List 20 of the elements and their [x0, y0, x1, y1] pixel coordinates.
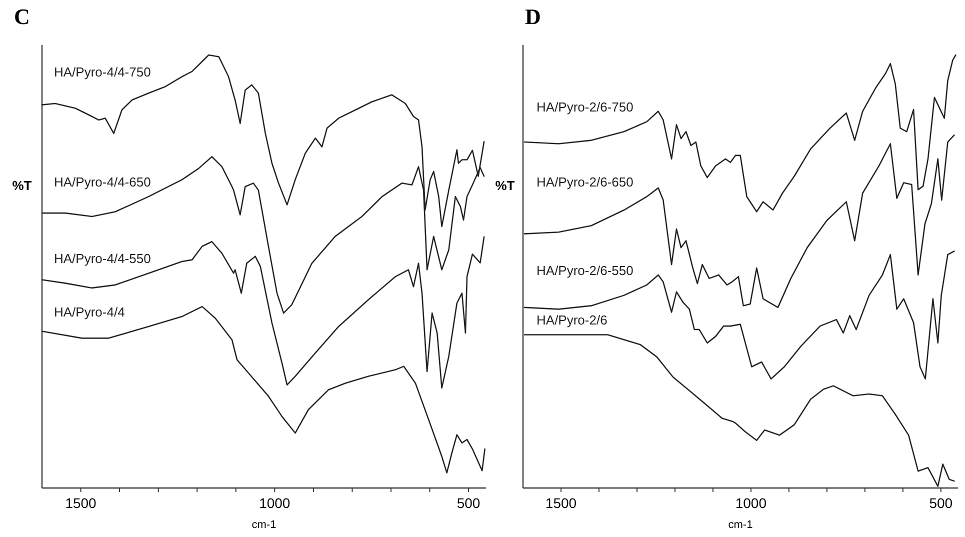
y-axis-title: %T [495, 178, 515, 193]
series-label: HA/Pyro-4/4 [54, 304, 125, 320]
series-label: HA/Pyro-2/6-550 [536, 262, 634, 278]
series-label: HA/Pyro-2/6-650 [536, 174, 634, 190]
series-label: HA/Pyro-4/4-650 [54, 174, 151, 190]
x-axis-title: cm-1 [252, 519, 276, 531]
series-label: HA/Pyro-2/6-750 [536, 100, 634, 115]
chart-title: C [14, 4, 30, 29]
series-label: HA/Pyro-4/4-550 [54, 251, 151, 266]
y-axis-title: %T [12, 178, 32, 193]
x-tick-label: 500 [929, 495, 953, 511]
x-tick-label: 1500 [65, 495, 97, 511]
chart-title: D [525, 4, 541, 29]
x-tick-label: 500 [456, 495, 480, 511]
series-label: HA/Pyro-2/6 [536, 312, 608, 328]
x-axis-title: cm-1 [728, 519, 753, 531]
x-tick-label: 1000 [735, 495, 767, 511]
series-label: HA/Pyro-4/4-750 [54, 64, 151, 80]
x-tick-label: 1500 [545, 495, 577, 511]
x-tick-label: 1000 [259, 495, 290, 511]
